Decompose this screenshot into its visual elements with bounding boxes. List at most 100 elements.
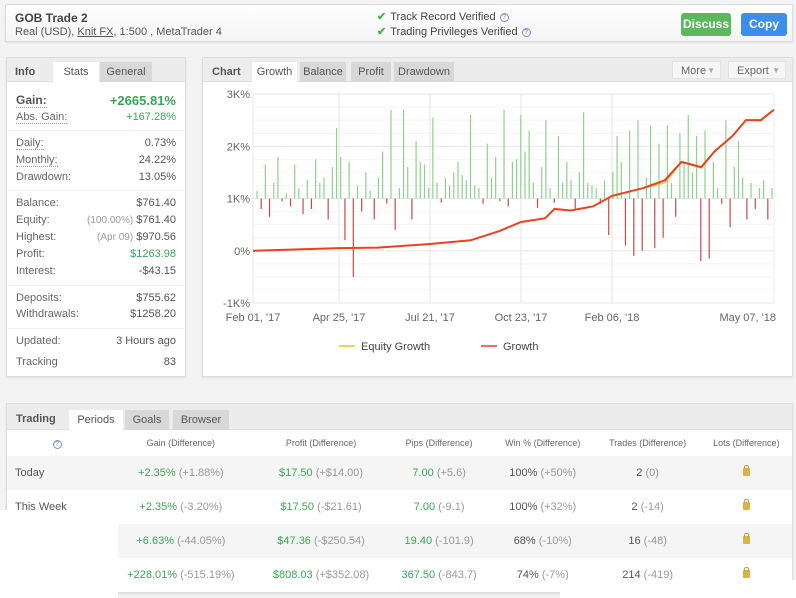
x-tick-label: Oct 23, '17 — [495, 312, 548, 324]
tab-browser[interactable]: Browser — [173, 410, 229, 430]
table-row: +6.63% (-44.05%) $47.36 (-$250.54) 19.40 (… — [7, 524, 792, 558]
interest-row: Interest: -$43.15 — [16, 265, 176, 279]
profit-value: $1263.98 — [130, 248, 176, 260]
profit-value: $47.36 — [277, 535, 311, 547]
y-tick-label: -1K% — [223, 298, 250, 310]
tab-drawdown[interactable]: Drawdown — [394, 62, 454, 82]
gain-row: Gain: +2665.81% — [16, 93, 176, 109]
table-header: ? Gain (Difference) Profit (Difference) … — [7, 430, 792, 456]
cell-trades: 214 (-419) — [595, 558, 701, 592]
cell-lots — [700, 524, 792, 558]
help-icon[interactable]: ? — [499, 13, 509, 22]
win-difference: (-7%) — [541, 569, 569, 581]
more-dropdown[interactable]: More ▼ — [672, 61, 721, 79]
account-header: GOB Trade 2 Real (USD), Knit FX, 1:500 ,… — [5, 4, 793, 42]
tracking-value: 83 — [163, 356, 176, 368]
y-tick-label: 2K% — [227, 141, 250, 153]
equity-row: Equity: (100.00%) $761.40 — [16, 214, 176, 228]
profit-difference: (+$352.08) — [315, 569, 370, 581]
col-gain: Gain (Difference) — [146, 438, 216, 448]
cell-gain: +228.01% (-515.19%) — [107, 558, 255, 592]
col-lots: Lots (Difference) — [713, 438, 780, 448]
tab-general[interactable]: General — [100, 62, 152, 82]
pips-value: 367.50 — [401, 569, 436, 581]
updated-row: Updated: 3 Hours ago — [16, 335, 176, 349]
equity-label: Equity: — [16, 214, 50, 226]
account-details: , 1:500 , MetaTrader 4 — [113, 26, 222, 38]
interest-label: Interest: — [16, 265, 56, 277]
profit-difference: (-$250.54) — [314, 535, 365, 547]
growth-chart: 3K% 2K% 1K% 0% -1K% Feb 01, '17 Apr 25, '17 Jul… — [223, 89, 776, 353]
lock-icon[interactable] — [742, 465, 750, 476]
cell-win: 68% (-10%) — [490, 524, 595, 558]
lock-icon[interactable] — [742, 533, 750, 544]
cell-lots — [701, 558, 792, 592]
trading-title: Trading — [16, 413, 56, 425]
lock-icon[interactable] — [742, 567, 750, 578]
tracking-row: Tracking 83 — [16, 356, 176, 370]
y-tick-label: 3K% — [227, 89, 250, 101]
chart-tabbar: Chart Growth Balance Profit Drawdown Mor… — [203, 58, 792, 82]
overlay-patch — [0, 510, 118, 598]
divider — [8, 190, 184, 191]
win-value: 68% — [513, 535, 536, 547]
divider — [8, 285, 184, 286]
x-tick-label: Jul 21, '17 — [405, 312, 455, 324]
equity-percent: (100.00%) — [87, 215, 134, 226]
trades-value: 2 — [631, 501, 638, 513]
cell-profit: $47.36 (-$250.54) — [254, 524, 388, 558]
pips-difference: (+5.6) — [436, 467, 466, 479]
more-label: More — [681, 65, 707, 77]
tab-stats[interactable]: Stats — [53, 62, 99, 82]
cell-profit: $17.50 (+$14.00) — [254, 456, 388, 490]
profit-value: $17.50 — [280, 501, 314, 513]
drawdown-row: Drawdown: 13.05% — [16, 171, 176, 185]
tab-profit[interactable]: Profit — [351, 62, 391, 82]
cell-profit: $808.03 (+$352.08) — [255, 558, 388, 592]
col-profit: Profit (Difference) — [285, 438, 357, 448]
verification-label: Track Record Verified — [390, 11, 496, 23]
overlay-patch — [560, 580, 796, 598]
tab-periods[interactable]: Periods — [69, 410, 123, 430]
x-tick-label: Apr 25, '17 — [313, 312, 366, 324]
x-tick-label: Feb 01, '17 — [226, 312, 281, 324]
tab-balance[interactable]: Balance — [300, 62, 346, 82]
trades-difference: (0) — [645, 467, 659, 479]
export-dropdown[interactable]: Export ▼ — [728, 61, 786, 79]
updated-value: 3 Hours ago — [116, 335, 176, 347]
gain-value: +2.35% — [138, 467, 176, 479]
broker-link[interactable]: Knit FX — [77, 26, 114, 38]
y-tick-label: 0% — [234, 246, 250, 258]
legend-label: Growth — [503, 341, 538, 353]
cell-trades: 2 (0) — [594, 456, 701, 490]
copy-button[interactable]: Copy — [741, 13, 787, 36]
help-icon[interactable]: ? — [52, 439, 62, 449]
tab-goals[interactable]: Goals — [125, 410, 169, 430]
help-icon[interactable]: ? — [521, 28, 531, 37]
daily-label: Daily: — [16, 137, 44, 150]
equity-value: $761.40 — [136, 214, 176, 226]
cell-gain: +2.35% (-3.20%) — [107, 490, 255, 524]
trading-panel: Trading Periods Goals Browser ? Gain (Di… — [6, 403, 793, 593]
gain-difference: (-44.05%) — [177, 535, 226, 547]
account-type: Real (USD), — [15, 26, 75, 38]
balance-value: $761.40 — [136, 197, 176, 209]
profit-value: $808.03 — [272, 569, 313, 581]
pips-difference: (-9.1) — [438, 501, 465, 513]
daily-value: 0.73% — [144, 137, 176, 149]
periods-table: ? Gain (Difference) Profit (Difference) … — [7, 430, 792, 592]
gain-value: +2665.81% — [109, 93, 176, 108]
cell-win: 74% (-7%) — [491, 558, 595, 592]
track-record-verified: ✔ Track Record Verified? — [377, 10, 509, 23]
cell-lots — [700, 456, 792, 490]
profit-difference: (+$14.00) — [315, 467, 364, 479]
y-tick-label: 1K% — [227, 194, 250, 206]
info-title: Info — [15, 66, 36, 78]
tab-growth[interactable]: Growth — [252, 62, 297, 82]
check-icon: ✔ — [377, 26, 387, 38]
discuss-button[interactable]: Discuss — [681, 13, 731, 36]
export-label: Export — [737, 65, 769, 77]
col-win: Win % (Difference) — [505, 438, 581, 448]
table-row: +228.01% (-515.19%) $808.03 (+$352.08) 367… — [7, 558, 792, 592]
lock-icon[interactable] — [742, 499, 750, 510]
